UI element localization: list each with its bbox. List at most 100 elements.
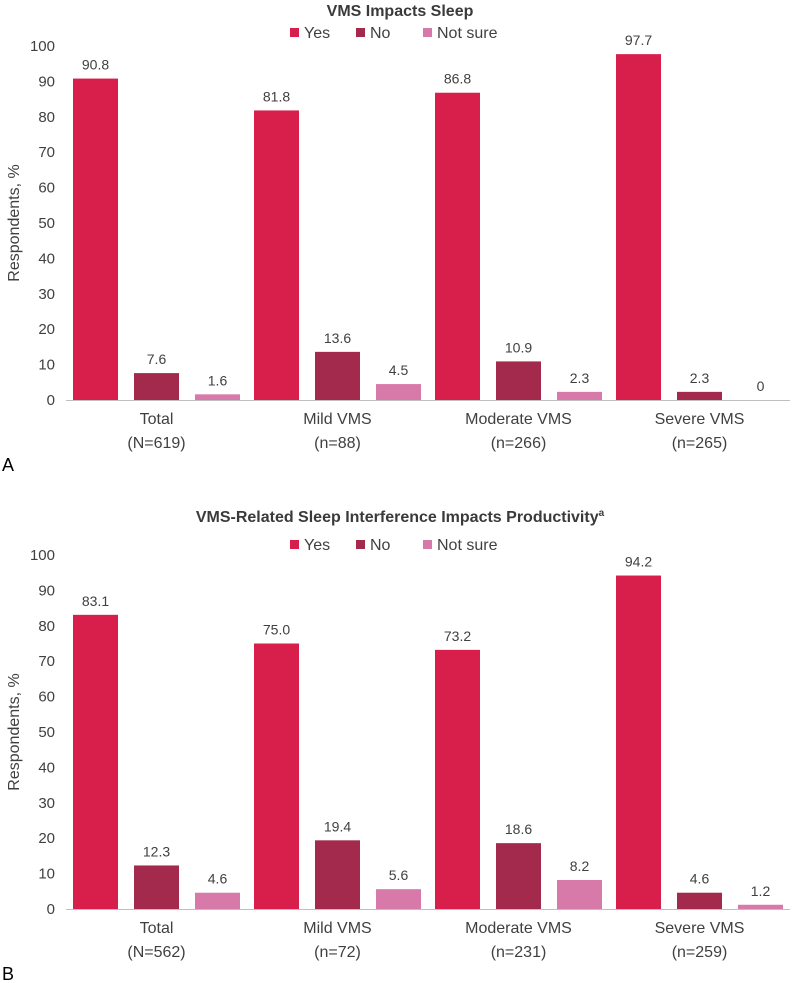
y-tick-label: 100 <box>30 38 55 55</box>
bar-not-sure <box>195 892 240 909</box>
legend-swatch-yes <box>290 540 299 549</box>
data-label: 4.5 <box>389 362 409 378</box>
y-tick-label: 0 <box>47 901 55 918</box>
legend-label: No <box>370 537 391 554</box>
legend-swatch-no <box>356 540 365 549</box>
category-label: Mild VMS <box>303 920 371 937</box>
y-tick-label: 70 <box>38 653 55 670</box>
category-label: Moderate VMS <box>465 411 572 428</box>
y-tick-label: 20 <box>38 321 55 338</box>
bar-not-sure <box>376 384 421 400</box>
category-label: Total <box>140 411 174 428</box>
bar-no <box>315 840 360 909</box>
data-label: 0 <box>757 378 765 394</box>
legend-swatch-yes <box>290 28 299 37</box>
data-label: 7.6 <box>147 351 167 367</box>
data-label: 1.2 <box>751 883 771 899</box>
legend-label: Not sure <box>437 537 498 554</box>
data-label: 81.8 <box>263 88 290 104</box>
legend-label: No <box>370 25 391 42</box>
bar-yes <box>73 78 118 401</box>
y-tick-label: 40 <box>38 250 55 267</box>
data-label: 13.6 <box>324 330 351 346</box>
data-label: 10.9 <box>505 339 532 355</box>
y-tick-label: 80 <box>38 618 55 635</box>
data-label: 2.3 <box>570 370 590 386</box>
data-label: 83.1 <box>82 593 109 609</box>
legend-swatch-not-sure <box>423 28 432 37</box>
data-label: 2.3 <box>690 370 710 386</box>
y-tick-label: 50 <box>38 724 55 741</box>
data-label: 1.6 <box>208 372 228 388</box>
bar-no <box>496 843 541 909</box>
data-label: 97.7 <box>625 32 652 48</box>
category-label: Severe VMS <box>655 920 745 937</box>
category-n-label: (n=259) <box>672 944 728 961</box>
bar-no <box>134 373 179 400</box>
y-tick-label: 30 <box>38 795 55 812</box>
bar-yes <box>616 575 661 909</box>
y-tick-label: 10 <box>38 866 55 883</box>
legend-label: Not sure <box>437 25 498 42</box>
panel-letter: B <box>2 964 14 983</box>
category-label: Mild VMS <box>303 411 371 428</box>
y-tick-label: 0 <box>47 392 55 409</box>
data-label: 12.3 <box>143 843 170 859</box>
legend-swatch-not-sure <box>423 540 432 549</box>
panel-letter: A <box>2 455 14 475</box>
bar-yes <box>435 92 480 400</box>
chart-title: VMS Impacts Sleep <box>327 3 474 20</box>
bar-no <box>677 391 722 400</box>
bar-no <box>315 351 360 400</box>
data-label: 86.8 <box>444 71 471 87</box>
chart-panel-a: VMS Impacts Sleep Respondents, % 0 10 20 30 40… <box>2 3 790 475</box>
category-n-label: (N=562) <box>127 944 185 961</box>
bar-no <box>134 865 179 909</box>
data-label: 4.6 <box>690 871 710 887</box>
data-label: 5.6 <box>389 867 409 883</box>
category-n-label: (n=231) <box>491 944 547 961</box>
bar-no <box>496 361 541 400</box>
data-label: 73.2 <box>444 628 471 644</box>
y-tick-label: 30 <box>38 286 55 303</box>
bar-no <box>677 892 722 909</box>
bar-yes <box>254 643 299 909</box>
y-tick-label: 90 <box>38 582 55 599</box>
y-tick-label: 10 <box>38 357 55 374</box>
y-axis-label: Respondents, % <box>6 164 23 281</box>
y-tick-label: 90 <box>38 73 55 90</box>
data-label: 75.0 <box>263 622 290 638</box>
y-tick-label: 80 <box>38 109 55 126</box>
bar-not-sure <box>376 889 421 909</box>
y-tick-label: 100 <box>30 547 55 564</box>
bar-not-sure <box>195 394 240 400</box>
title-superscript: a <box>599 508 605 519</box>
legend-label: Yes <box>304 25 330 42</box>
y-tick-label: 60 <box>38 689 55 706</box>
legend-label: Yes <box>304 537 330 554</box>
bar-not-sure <box>557 879 602 909</box>
category-n-label: (n=88) <box>314 435 361 452</box>
y-axis-label: Respondents, % <box>6 673 23 790</box>
data-label: 4.6 <box>208 871 228 887</box>
data-label: 19.4 <box>324 818 351 834</box>
chart-title: VMS-Related Sleep Interference Impacts P… <box>196 508 605 526</box>
category-label: Moderate VMS <box>465 920 572 937</box>
chart-panel-b: VMS-Related Sleep Interference Impacts P… <box>2 508 790 983</box>
bar-yes <box>254 110 299 400</box>
category-n-label: (N=619) <box>127 435 185 452</box>
data-label: 8.2 <box>570 858 590 874</box>
bar-yes <box>73 614 118 909</box>
category-n-label: (n=265) <box>672 435 728 452</box>
bar-not-sure <box>738 904 783 909</box>
category-n-label: (n=266) <box>491 435 547 452</box>
data-label: 90.8 <box>82 57 109 73</box>
category-label: Severe VMS <box>655 411 745 428</box>
y-tick-label: 70 <box>38 144 55 161</box>
bar-yes <box>616 54 661 400</box>
category-label: Total <box>140 920 174 937</box>
data-label: 94.2 <box>625 554 652 570</box>
bar-not-sure <box>557 391 602 400</box>
bar-yes <box>435 649 480 909</box>
category-n-label: (n=72) <box>314 944 361 961</box>
